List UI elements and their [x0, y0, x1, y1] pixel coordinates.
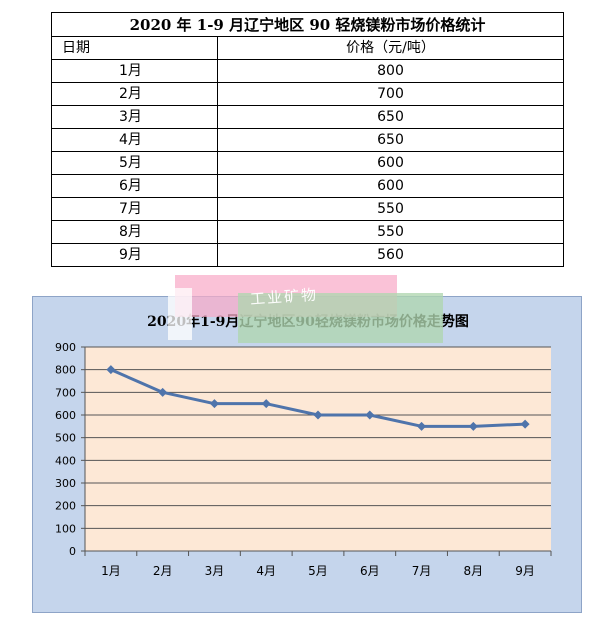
header-price: 价格（元/吨） [217, 36, 564, 60]
y-tick-label: 500 [55, 432, 76, 445]
table-row: 7月 550 [51, 197, 564, 221]
y-tick-label: 0 [69, 545, 76, 558]
x-tick-label: 2月 [153, 564, 173, 578]
table-row: 9月 560 [51, 243, 564, 267]
x-tick-label: 3月 [205, 564, 225, 578]
cell-month: 3月 [51, 105, 218, 129]
y-tick-label: 400 [55, 454, 76, 467]
cell-price: 550 [217, 197, 564, 221]
cell-month: 7月 [51, 197, 218, 221]
x-tick-label: 8月 [464, 564, 484, 578]
y-tick-label: 800 [55, 364, 76, 377]
x-tick-label: 1月 [101, 564, 121, 578]
table-row: 2月 700 [51, 82, 564, 106]
table-header-row: 日期 价格（元/吨） [51, 36, 564, 60]
header-date: 日期 [51, 36, 218, 60]
table-title-row: 2020 年 1-9 月辽宁地区 90 轻烧镁粉市场价格统计 [51, 12, 564, 37]
line-chart: 2020年1-9月辽宁地区90轻烧镁粉市场价格走势图01002003004005… [55, 313, 552, 578]
table-row: 8月 550 [51, 220, 564, 244]
data-point [520, 419, 530, 429]
cell-month: 2月 [51, 82, 218, 106]
chart-panel: 2020年1-9月辽宁地区90轻烧镁粉市场价格走势图01002003004005… [32, 296, 582, 613]
data-point [209, 399, 219, 409]
cell-month: 8月 [51, 220, 218, 244]
cell-price: 650 [217, 128, 564, 152]
y-tick-label: 200 [55, 500, 76, 513]
cell-month: 5月 [51, 151, 218, 175]
cell-month: 6月 [51, 174, 218, 198]
table-row: 4月 650 [51, 128, 564, 152]
x-tick-label: 7月 [412, 564, 432, 578]
table-row: 5月 600 [51, 151, 564, 175]
table-body: 1月 800 2月 700 3月 650 4月 650 5月 600 6月 600 7月 550 8月 550… [51, 59, 564, 267]
cell-price: 550 [217, 220, 564, 244]
data-point [417, 421, 427, 431]
cell-price: 800 [217, 59, 564, 83]
y-tick-label: 300 [55, 477, 76, 490]
cell-month: 1月 [51, 59, 218, 83]
cell-price: 650 [217, 105, 564, 129]
x-tick-label: 5月 [308, 564, 328, 578]
plot-area [85, 347, 551, 551]
cell-price: 600 [217, 174, 564, 198]
y-tick-label: 700 [55, 386, 76, 399]
table-row: 3月 650 [51, 105, 564, 129]
data-point [468, 421, 478, 431]
data-point [313, 410, 323, 420]
watermark-green-block [238, 293, 443, 343]
x-tick-label: 4月 [256, 564, 276, 578]
table-row: 6月 600 [51, 174, 564, 198]
x-tick-label: 9月 [515, 564, 535, 578]
watermark-white-block [168, 288, 192, 340]
x-tick-label: 6月 [360, 564, 380, 578]
data-point [158, 387, 168, 397]
data-point [365, 410, 375, 420]
cell-month: 9月 [51, 243, 218, 267]
data-point [106, 365, 116, 375]
price-table: 2020 年 1-9 月辽宁地区 90 轻烧镁粉市场价格统计 日期 价格（元/吨… [51, 12, 564, 267]
y-tick-label: 900 [55, 341, 76, 354]
y-tick-label: 600 [55, 409, 76, 422]
cell-month: 4月 [51, 128, 218, 152]
y-tick-label: 100 [55, 522, 76, 535]
data-point [261, 399, 271, 409]
table-title: 2020 年 1-9 月辽宁地区 90 轻烧镁粉市场价格统计 [51, 12, 564, 37]
cell-price: 700 [217, 82, 564, 106]
table-row: 1月 800 [51, 59, 564, 83]
cell-price: 560 [217, 243, 564, 267]
cell-price: 600 [217, 151, 564, 175]
